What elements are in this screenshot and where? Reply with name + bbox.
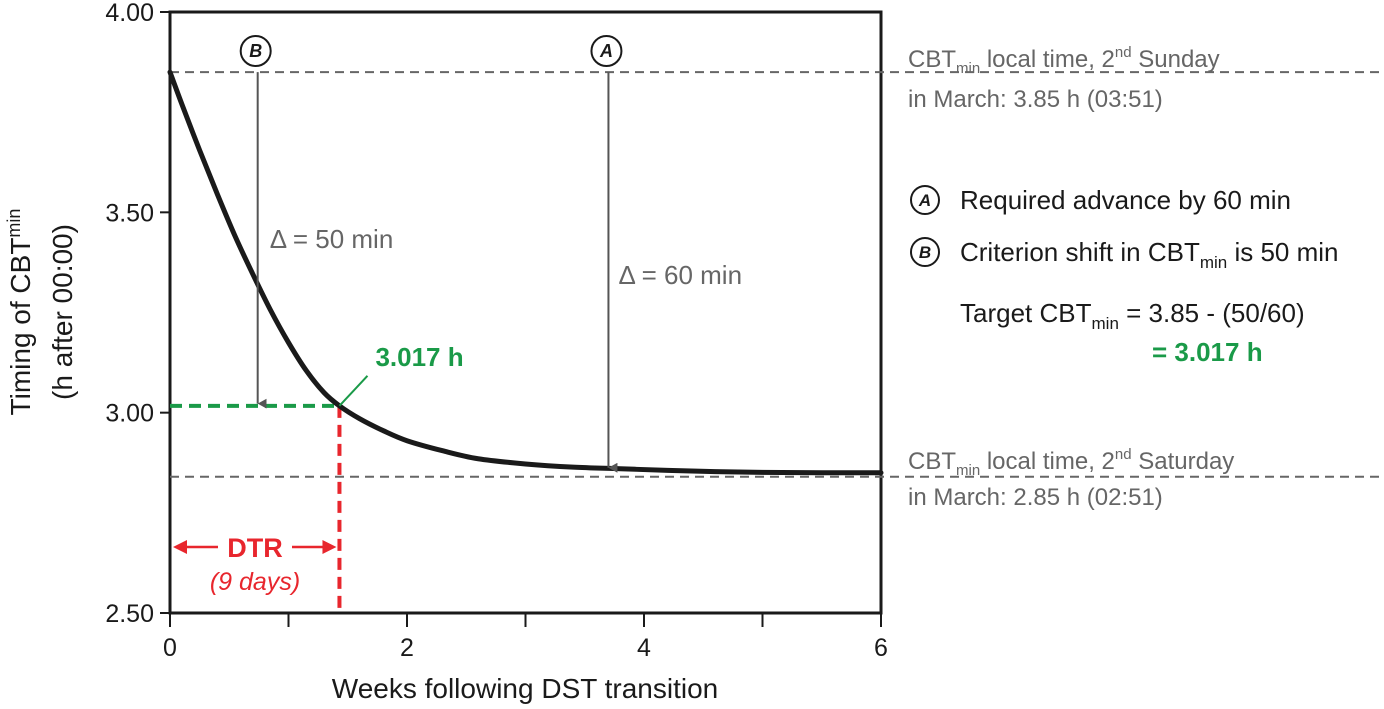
svg-text:CBTmin local time, 2nd Sunday: CBTmin local time, 2nd Sunday — [908, 44, 1220, 77]
svg-text:(h after 00:00): (h after 00:00) — [47, 224, 78, 400]
y-tick-label: 4.00 — [105, 0, 154, 27]
dtr-label: DTR — [227, 533, 283, 563]
legend-a-text: Required advance by 60 min — [960, 185, 1291, 215]
formula-text: Target CBTmin = 3.85 - (50/60) — [960, 298, 1305, 333]
delta-b-label: Δ = 50 min — [270, 224, 394, 254]
dtr-annotation: DTR (9 days) — [173, 533, 337, 596]
svg-text:in March: 3.85 h (03:51): in March: 3.85 h (03:51) — [908, 86, 1163, 113]
target-label: 3.017 h — [375, 342, 463, 372]
svg-text:in March: 2.85 h (02:51): in March: 2.85 h (02:51) — [908, 484, 1163, 511]
delta-a-label: Δ = 60 min — [618, 260, 742, 290]
x-tick-label: 4 — [637, 634, 651, 662]
ref-label-saturday: CBTmin local time, 2nd Saturday in March… — [908, 446, 1234, 511]
x-tick-label: 2 — [400, 634, 414, 662]
dtr-arrowhead-right — [322, 540, 337, 554]
y-tick-label: 3.00 — [105, 400, 154, 428]
marker-a: A — [590, 35, 623, 67]
svg-text:A: A — [918, 191, 931, 210]
plot-frame — [168, 10, 883, 615]
svg-text:Timing of CBTmin: Timing of CBTmin — [4, 209, 36, 416]
y-tick-label: 3.50 — [105, 199, 154, 227]
y-tick-label: 2.50 — [105, 600, 154, 628]
svg-text:B: B — [249, 41, 262, 61]
x-axis: 0 2 4 6 — [163, 613, 888, 662]
legend-marker-a: A — [910, 185, 940, 215]
legend-b-text: Criterion shift in CBTmin is 50 min — [960, 237, 1339, 272]
marker-b: B — [239, 35, 272, 67]
legend: A Required advance by 60 min B Criterion… — [910, 185, 1339, 367]
ref-label-sunday: CBTmin local time, 2nd Sunday in March: … — [908, 44, 1220, 113]
y-axis: 2.50 3.00 3.50 4.00 — [105, 0, 170, 628]
dtr-arrowhead-left — [173, 540, 187, 554]
x-axis-label: Weeks following DST transition — [332, 673, 718, 704]
reference-lines — [170, 71, 1384, 478]
target-leader-line — [338, 375, 369, 407]
legend-marker-b: B — [910, 237, 940, 267]
cbt-curve — [167, 69, 884, 476]
svg-text:B: B — [919, 243, 931, 262]
svg-text:CBTmin local time, 2nd Saturda: CBTmin local time, 2nd Saturday — [908, 446, 1234, 479]
y-axis-label: Timing of CBTmin (h after 00:00) — [4, 209, 78, 416]
dtr-sublabel: (9 days) — [210, 568, 300, 596]
svg-text:A: A — [599, 41, 613, 61]
x-tick-label: 0 — [163, 634, 177, 662]
formula-result: = 3.017 h — [1152, 337, 1263, 367]
x-tick-label: 6 — [874, 634, 888, 662]
